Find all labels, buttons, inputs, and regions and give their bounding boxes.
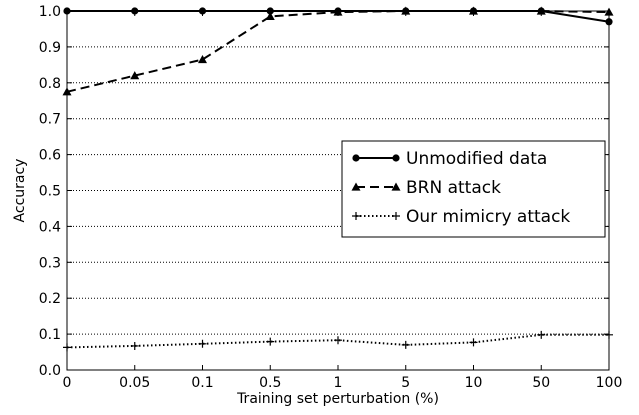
data-point (198, 339, 207, 348)
x-tick-label: 0 (63, 375, 72, 391)
x-tick-label: 5 (401, 375, 410, 391)
y-tick-label: 0.2 (39, 291, 61, 307)
data-point (130, 71, 140, 80)
legend-marker (351, 182, 361, 191)
series-line-2 (66, 333, 609, 349)
data-point (198, 54, 207, 64)
y-tick-label: 0.4 (39, 219, 61, 235)
legend-label: BRN attack (406, 178, 501, 198)
x-tick-label: 1 (334, 375, 343, 391)
y-tick-label: 0.9 (39, 40, 61, 56)
data-point (401, 340, 410, 349)
x-tick-label: 10 (465, 375, 483, 391)
legend-marker (352, 154, 360, 162)
x-tick-label: 100 (596, 375, 623, 391)
y-tick-label: 1.0 (39, 4, 61, 20)
x-tick-label: 0.5 (259, 375, 281, 391)
x-tick-label: 50 (532, 375, 550, 391)
y-tick-label: 0.1 (39, 327, 61, 343)
y-tick-label: 0.5 (39, 184, 61, 200)
x-tick-label: 0.05 (119, 375, 150, 391)
data-point (537, 330, 546, 339)
legend-marker (392, 212, 400, 220)
x-axis-label: Training set perturbation (%) (236, 391, 439, 407)
x-tick-label: 0.1 (191, 375, 213, 391)
legend-items: Unmodified data BRN attack Our mimicry att… (351, 149, 570, 227)
y-tick-label: 0.8 (39, 76, 61, 92)
data-point (130, 341, 139, 350)
y-tick-label: 0.3 (39, 255, 61, 271)
y-axis-label: Accuracy (12, 159, 28, 223)
data-point (334, 336, 342, 345)
grid-lines (67, 46, 609, 335)
legend-marker (391, 182, 401, 191)
legend-marker (352, 212, 360, 220)
legend: Unmodified data BRN attack Our mimicry att… (341, 140, 606, 238)
y-tick-label: 0.0 (39, 363, 61, 379)
legend-label: Our mimicry attack (406, 207, 570, 227)
data-point (266, 337, 275, 346)
data-point (469, 338, 478, 347)
legend-marker (392, 154, 400, 162)
legend-label: Unmodified data (406, 149, 547, 169)
axis-ticks: 0.0 0.1 0.2 0.3 0.4 0.5 0.6 0.7 0.8 0.9 1.0 0 0.05 0.… (39, 4, 623, 391)
y-tick-label: 0.7 (39, 112, 61, 128)
series-line-1 (66, 10, 610, 93)
y-tick-label: 0.6 (39, 148, 61, 164)
